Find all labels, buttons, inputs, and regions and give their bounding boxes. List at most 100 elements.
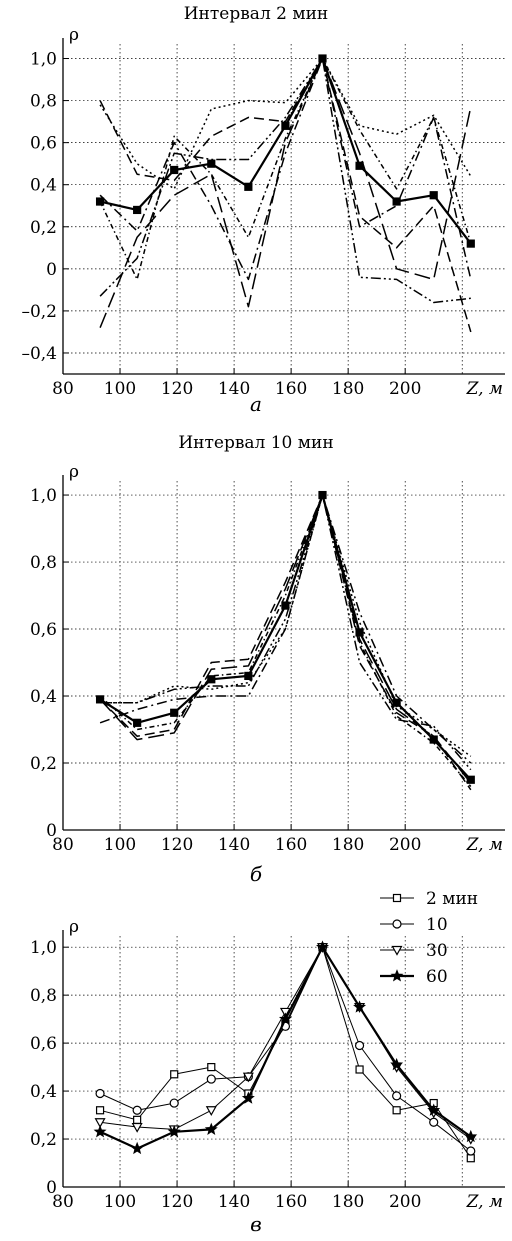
chart-b-series-line [99,494,472,764]
chart-c-y-label: ρ [69,917,79,937]
chart-a-y-tick-label: 1,0 [30,50,57,70]
chart-c-series-point [204,1122,218,1135]
chart-a-series-point [355,161,364,170]
chart-c-series-point [429,1117,439,1127]
chart-b-series-point [170,708,179,717]
chart-a-x-tick-label: 200 [389,379,421,399]
chart-a-series-point [281,121,290,130]
chart-b: 80 100 120 140 160 180 200 0 0,2 0,4 0,6 0,8 1,0 ρ Z, … [30,462,505,855]
chart-b-series-line [100,494,472,757]
chart-c-series-point [167,1125,181,1138]
chart-a-series-line [99,57,472,328]
chart-b-x-tick-label: 100 [104,835,136,855]
chart-c-series-3 [93,940,478,1155]
chart-a-series-6 [99,57,472,281]
chart-a-x-tick-label: 180 [332,379,364,399]
chart-c-series-point [392,1106,401,1115]
chart-a-x-tick-label: 160 [275,379,307,399]
chart-c-series-point [205,1106,217,1116]
chart-c-x-label: Z, м [466,1192,503,1212]
chart-c-legend-marker [391,945,403,956]
chart-c-series-point [278,1012,292,1025]
chart-a-series-point [170,165,179,175]
chart-c-x-tick-label: 80 [52,1192,74,1212]
chart-b-series-point [281,601,290,610]
chart-a-series-line [99,57,472,281]
chart-c-series-0 [95,943,475,1163]
chart-b-series-point [207,675,216,684]
chart-b-title: Интервал 10 мин [178,433,334,453]
chart-b-series-line [99,493,472,781]
chart-a-series-point [392,197,401,206]
chart-c-series-line [99,946,472,1152]
chart-b-series-line [99,494,472,791]
chart-b-y-tick-label: 0 [46,821,57,841]
chart-c-series-point [95,1088,105,1099]
chart-c-series-point [95,1106,105,1115]
chart-b-series-1 [99,494,472,791]
chart-a-series-point [429,191,438,200]
chart-a-x-tick-label: 120 [161,379,193,399]
chart-c-series-2 [94,943,477,1145]
chart-b-series-5 [100,494,472,771]
chart-c-series-point [169,1098,179,1108]
chart-c-letter: в [250,1212,262,1236]
chart-a-y-tick-label: 0,6 [30,134,57,154]
chart-c-series-point [130,1141,144,1155]
chart-b-x-label: Z, м [466,835,503,855]
chart-b-series-point [133,718,142,727]
chart-a-grid [63,44,505,374]
chart-c-series-point [390,1057,404,1071]
chart-b-series-point [244,671,253,681]
chart-a-series-3 [99,57,472,281]
chart-b-series-line [99,494,472,787]
chart-a-y-tick-label: 0,4 [30,176,57,196]
chart-a-series-line [99,57,472,281]
chart-c-series-point [170,1070,179,1079]
chart-c-series-line [99,946,472,1159]
chart-c-y-tick-label: 0 [46,1178,57,1198]
chart-c-series-point [316,940,329,953]
chart-a-y-tick-label: –0,2 [21,302,57,322]
chart-c-x-tick-label: 120 [161,1192,193,1212]
chart-a-y-tick-label: –0,4 [21,344,57,364]
chart-b-x-tick-label: 140 [218,835,250,855]
chart-c-legend-marker [392,919,402,929]
chart-c-series-point [93,1125,107,1138]
chart-c-x-tick-label: 100 [104,1192,136,1212]
chart-c-series-point [464,1129,478,1143]
chart-c-series-point [206,1074,216,1084]
chart-c-y-tick-label: 0,4 [30,1082,57,1102]
chart-a-series-4 [99,57,472,328]
chart-a-y-tick-label: 0,8 [30,92,57,112]
chart-b-grid [63,481,505,831]
chart-c-series-point [131,1122,143,1133]
chart-c-y-tick-label: 0,8 [30,986,57,1006]
chart-c-series-point [466,1154,475,1163]
chart-c-y-tick-label: 0,2 [30,1130,57,1150]
chart-c-x-tick-label: 180 [332,1192,364,1212]
chart-b-x-tick-label: 200 [389,835,421,855]
chart-c-legend-marker [392,893,402,903]
chart-a-series-line [99,57,471,304]
chart-b-series-2 [100,494,472,757]
chart-c-series-point [427,1103,441,1116]
chart-c-series-point [133,1115,142,1124]
chart-b-x-tick-label: 160 [275,835,307,855]
chart-c-x-tick-label: 200 [389,1192,421,1212]
chart-c-legend-label: 60 [426,967,448,987]
chart-c: 80 100 120 140 160 180 200 0 0,2 0,4 0,6 0,8 1,0 ρ Z, … [30,889,505,1212]
chart-a-series-point [207,159,216,168]
chart-b-y-tick-label: 0,4 [30,687,57,707]
chart-b-series-line [99,494,472,784]
chart-c-series-line [99,946,472,1150]
chart-a: 80 100 120 140 160 180 200 –0,4 –0,2 0 0,2 0,4 0,6 0,… [21,25,505,399]
chart-c-legend-marker [390,969,404,982]
chart-a-series-line [99,57,472,245]
chart-b-y-label: ρ [69,462,79,482]
chart-a-y-tick-label: 0,2 [30,218,57,238]
chart-a-letter: а [250,392,262,416]
chart-b-y-tick-label: 0,2 [30,754,57,774]
chart-b-x-tick-label: 120 [161,835,193,855]
chart-c-series-point [355,1065,364,1074]
